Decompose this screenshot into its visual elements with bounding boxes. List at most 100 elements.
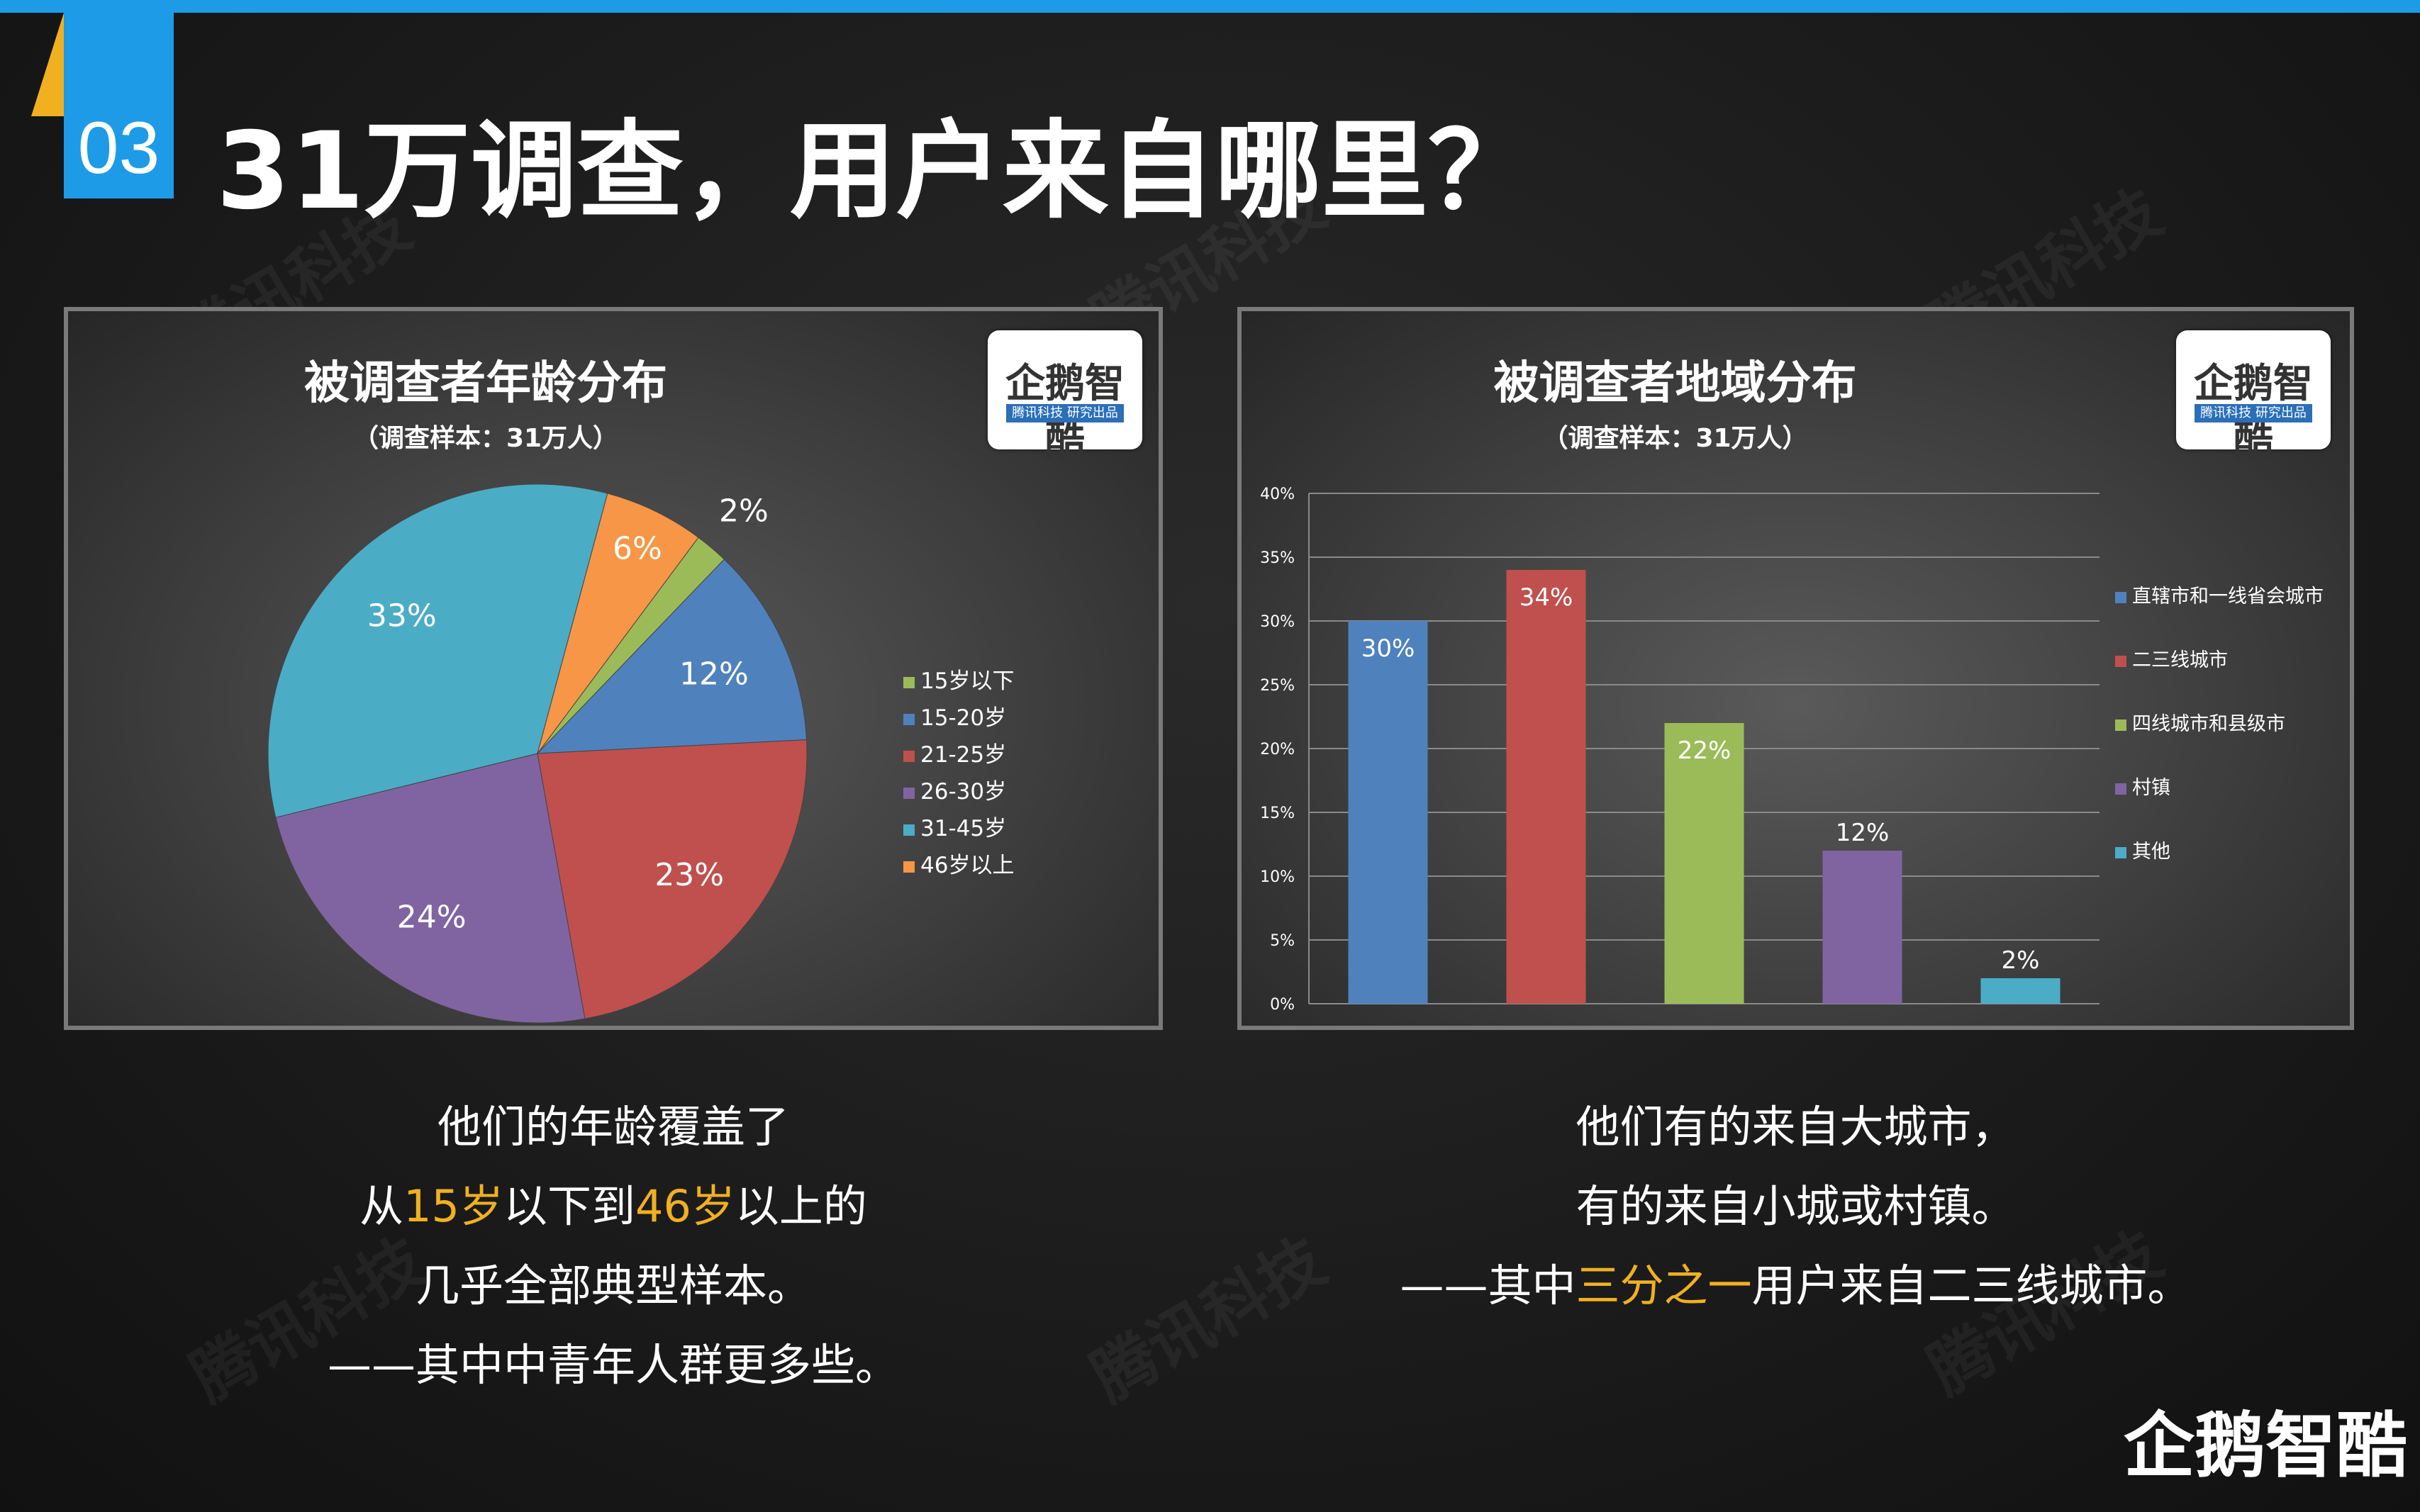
caption-highlight: 46岁 xyxy=(635,1180,735,1232)
bar-value-label: 30% xyxy=(1361,634,1415,663)
legend-swatch xyxy=(2115,719,2126,731)
bar-value-label: 34% xyxy=(1520,583,1573,612)
caption-line: 有的来自小城或村镇。 xyxy=(1576,1180,2016,1232)
caption-line: 他们有的来自大城市， xyxy=(1576,1101,2016,1153)
y-tick-label: 5% xyxy=(1270,932,1295,950)
badge-fold-accent xyxy=(31,13,64,116)
legend-swatch xyxy=(903,750,915,762)
legend-swatch xyxy=(903,713,915,725)
section-badge xyxy=(64,13,174,198)
y-tick-label: 10% xyxy=(1260,868,1295,886)
bar-value-label: 12% xyxy=(1836,819,1890,847)
y-tick-label: 0% xyxy=(1270,996,1295,1014)
legend-item: 31-45岁 xyxy=(903,810,1006,842)
legend-item: 46岁以上 xyxy=(903,847,1014,879)
logo-subtext: 腾讯科技 研究出品 xyxy=(1006,404,1124,422)
age-caption: 他们的年龄覆盖了 从15岁以下到46岁以上的 几乎全部典型样本。 ——其中中青年… xyxy=(64,1087,1163,1405)
legend-item: 26-30岁 xyxy=(903,773,1006,805)
y-tick-label: 25% xyxy=(1260,677,1295,695)
caption-line: ——其中中青年人群更多些。 xyxy=(327,1339,899,1391)
bar xyxy=(1506,570,1586,1004)
pie-slice xyxy=(267,483,608,818)
legend-item: 直辖市和一线省会城市 xyxy=(2115,581,2324,608)
caption-highlight: 三分之一 xyxy=(1576,1260,1752,1311)
caption-text: 以下到 xyxy=(503,1180,635,1232)
legend-swatch xyxy=(903,676,915,688)
legend-swatch xyxy=(2115,846,2126,858)
age-distribution-panel: 被调查者年龄分布 （调查样本：31万人） 企鹅智酷 腾讯科技 研究出品 2% 12… xyxy=(64,307,1163,1030)
panel-logo: 企鹅智酷 腾讯科技 研究出品 xyxy=(988,330,1142,464)
pie-chart-subtitle: （调查样本：31万人） xyxy=(352,424,619,453)
caption-text: 从 xyxy=(359,1180,404,1232)
legend-label: 直辖市和一线省会城市 xyxy=(2132,586,2324,607)
legend-item: 15岁以下 xyxy=(903,663,1014,695)
region-bar-chart: 0% 5% 10% 15% 20% 25% 30% 35% 40% 30% 34% 22% 12% 2% xyxy=(1260,486,2100,1014)
bar xyxy=(1980,978,2061,1004)
pie-slice xyxy=(537,739,808,1019)
section-number: 03 xyxy=(77,107,160,189)
pie-slice xyxy=(537,493,699,754)
legend-item: 其他 xyxy=(2115,836,2170,863)
region-caption: 他们有的来自大城市， 有的来自小城或村镇。 ——其中三分之一用户来自二三线城市。 xyxy=(1237,1087,2354,1326)
bar xyxy=(1664,723,1744,1004)
logo-text: 企鹅智酷 xyxy=(1005,361,1125,464)
caption-line: 几乎全部典型样本。 xyxy=(415,1260,811,1311)
legend-item: 村镇 xyxy=(2115,772,2170,800)
legend-label: 村镇 xyxy=(2132,777,2170,799)
bar xyxy=(1348,621,1428,1004)
y-tick-label: 35% xyxy=(1260,549,1295,567)
legend-item: 二三线城市 xyxy=(2115,644,2228,672)
caption-text: 以上的 xyxy=(735,1180,867,1232)
y-tick-label: 30% xyxy=(1260,613,1295,631)
legend-swatch xyxy=(2115,783,2126,795)
caption-line: 他们的年龄覆盖了 xyxy=(437,1101,789,1153)
brand-logo: 企鹅智酷 xyxy=(2124,1404,2407,1487)
y-tick-label: 20% xyxy=(1260,741,1295,758)
pie-slice-label: 6% xyxy=(613,530,662,566)
page-title: 31万调查，用户来自哪里？ xyxy=(216,110,1534,233)
pie-slice-label: 2% xyxy=(719,493,769,530)
legend-swatch xyxy=(2115,591,2126,603)
pie-slice-label: 12% xyxy=(679,656,749,692)
y-tick-label: 40% xyxy=(1260,486,1295,503)
logo-text: 企鹅智酷 xyxy=(2194,361,2313,464)
bar-chart-subtitle: （调查样本：31万人） xyxy=(1542,424,1808,453)
bar xyxy=(1822,851,1902,1004)
legend-label: 46岁以上 xyxy=(920,853,1015,878)
legend-item: 21-25岁 xyxy=(903,737,1006,768)
logo-subtext: 腾讯科技 研究出品 xyxy=(2195,404,2312,422)
legend-label: 26-30岁 xyxy=(920,779,1007,805)
caption-line: ——其中三分之一用户来自二三线城市。 xyxy=(1237,1246,2354,1326)
legend-label: 四线城市和县级市 xyxy=(2132,713,2285,735)
legend-label: 二三线城市 xyxy=(2132,649,2228,671)
caption-highlight: 15岁 xyxy=(403,1180,503,1232)
bar-chart-title: 被调查者地域分布 xyxy=(1493,357,1857,410)
legend-swatch xyxy=(903,787,915,799)
legend-swatch xyxy=(2115,655,2126,667)
legend-label: 21-25岁 xyxy=(920,742,1007,768)
legend-item: 四线城市和县级市 xyxy=(2115,708,2285,736)
pie-slice-label: 33% xyxy=(367,598,437,634)
caption-line: 从15岁以下到46岁以上的 xyxy=(64,1167,1163,1246)
legend-label: 15岁以下 xyxy=(920,668,1015,694)
pie-slice-label: 24% xyxy=(397,899,467,935)
age-pie-chart: 2% 12% 23% 24% 33% 6% xyxy=(267,483,808,1024)
pie-slice xyxy=(275,753,586,1024)
caption-text: 用户来自二三线城市。 xyxy=(1751,1260,2192,1311)
panel-logo: 企鹅智酷 腾讯科技 研究出品 xyxy=(2176,330,2331,464)
bar-value-label: 2% xyxy=(2002,946,2040,975)
legend-label: 15-20岁 xyxy=(920,705,1007,731)
legend-label: 31-45岁 xyxy=(920,816,1007,841)
pie-slice xyxy=(536,559,808,754)
pie-chart-title: 被调查者年龄分布 xyxy=(304,357,667,410)
legend-label: 其他 xyxy=(2132,841,2170,863)
legend-swatch xyxy=(903,824,915,836)
legend-item: 15-20岁 xyxy=(903,700,1006,732)
region-distribution-panel: 被调查者地域分布 （调查样本：31万人） 企鹅智酷 腾讯科技 研究出品 0% 5%… xyxy=(1237,307,2354,1030)
y-tick-label: 15% xyxy=(1260,805,1295,822)
pie-slice-label: 23% xyxy=(654,857,724,893)
legend-swatch xyxy=(903,861,915,873)
bar-value-label: 22% xyxy=(1678,737,1732,765)
top-accent-bar xyxy=(0,0,2420,13)
caption-text: ——其中 xyxy=(1400,1260,1576,1311)
